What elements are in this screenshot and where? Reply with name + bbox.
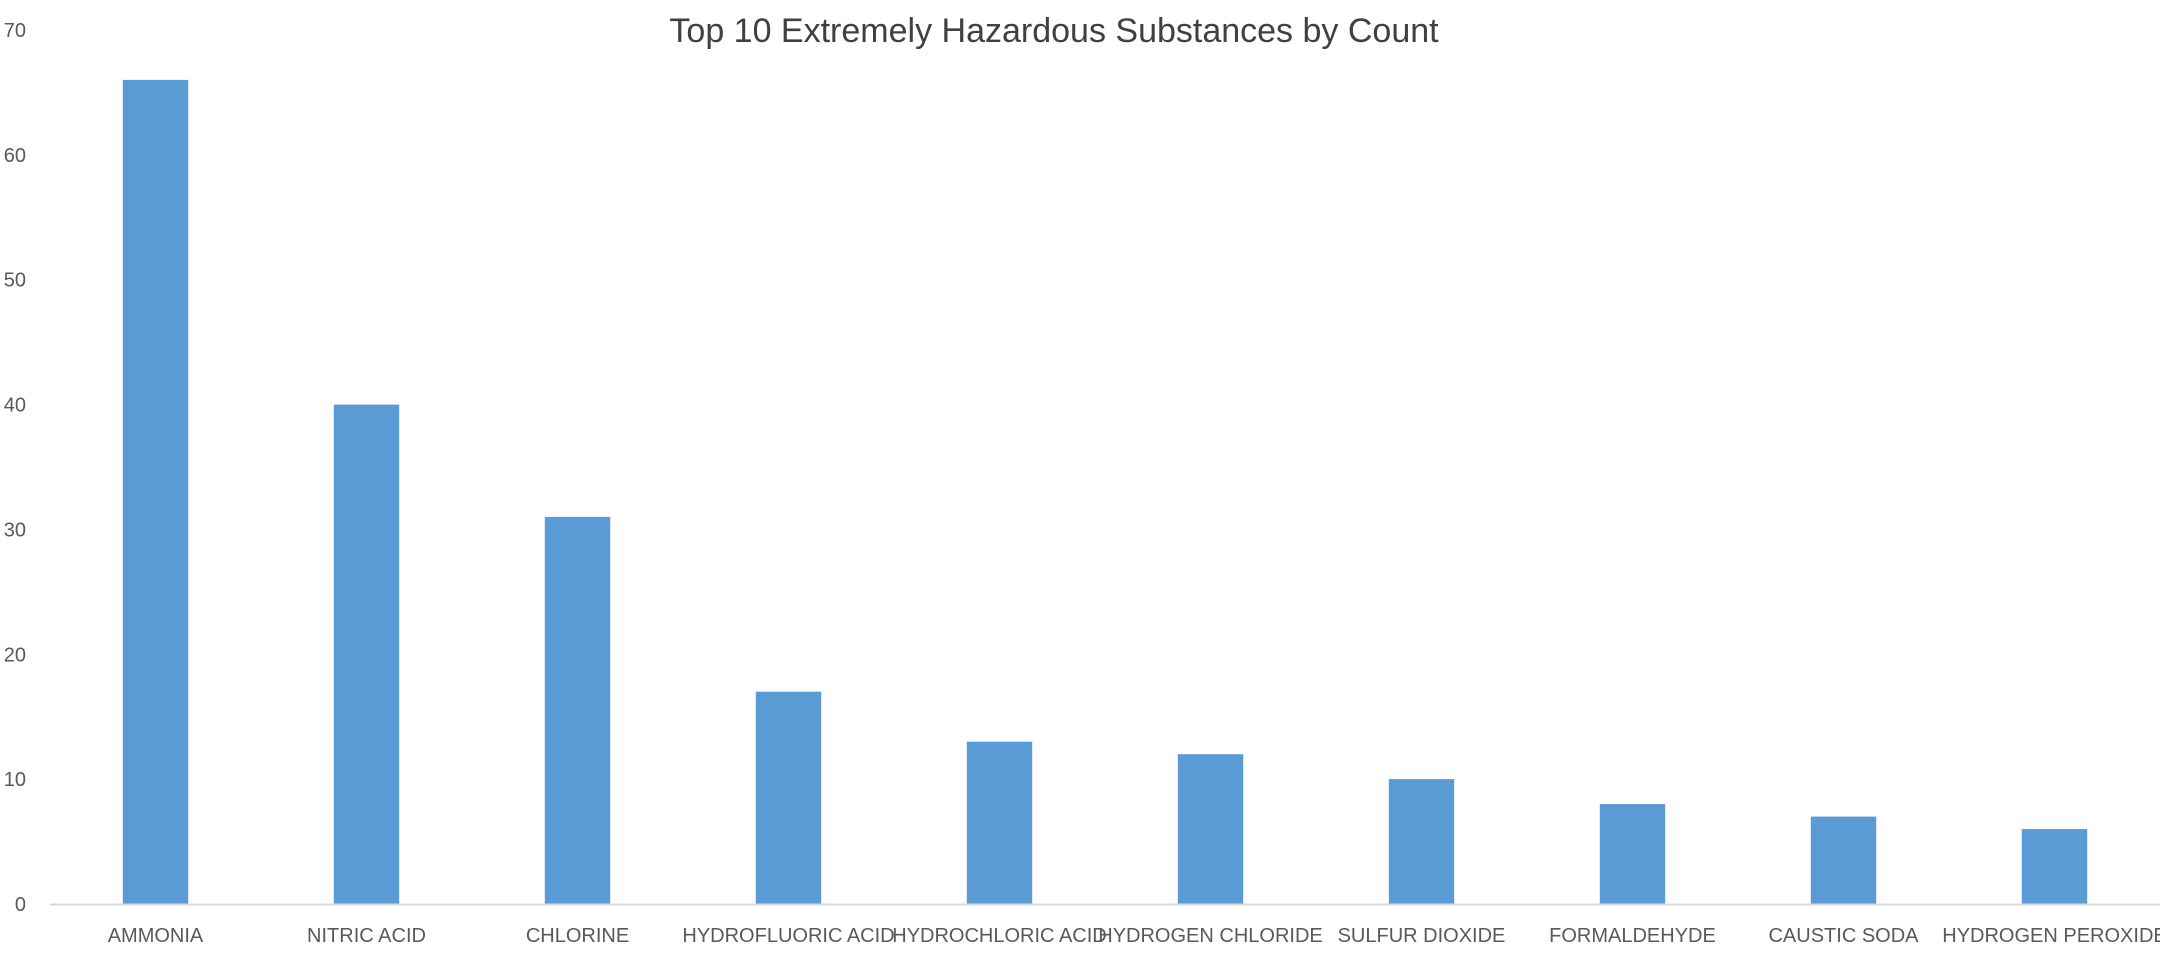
x-tick-label: HYDROGEN CHLORIDE bbox=[1098, 925, 1322, 947]
y-tick-label: 20 bbox=[4, 644, 26, 666]
x-tick-label: FORMALDEHYDE bbox=[1549, 925, 1716, 947]
x-tick-label: CAUSTIC SODA bbox=[1768, 925, 1919, 947]
y-tick-label: 10 bbox=[4, 769, 26, 791]
y-tick-label: 60 bbox=[4, 145, 26, 167]
bar bbox=[1599, 804, 1666, 904]
bar bbox=[1388, 779, 1455, 904]
x-tick-label: AMMONIA bbox=[108, 925, 204, 947]
x-tick-label: HYDROCHLORIC ACID bbox=[892, 925, 1106, 947]
x-axis: AMMONIA NITRIC ACID CHLORINE HYDROFLUORIC A… bbox=[108, 925, 2160, 947]
bar bbox=[966, 741, 1033, 904]
y-axis: 0 10 20 30 40 50 60 70 bbox=[4, 20, 26, 916]
y-tick-label: 30 bbox=[4, 519, 26, 541]
bar bbox=[2021, 829, 2088, 904]
x-tick-label: HYDROFLUORIC ACID bbox=[682, 925, 894, 947]
y-tick-label: 0 bbox=[15, 894, 26, 916]
x-tick-label: SULFUR DIOXIDE bbox=[1338, 925, 1506, 947]
y-tick-label: 40 bbox=[4, 395, 26, 417]
bar bbox=[1810, 816, 1877, 904]
bar bbox=[122, 79, 189, 904]
x-tick-label: HYDROGEN PEROXIDE bbox=[1942, 925, 2160, 947]
chart-title: Top 10 Extremely Hazardous Substances by… bbox=[669, 12, 1439, 50]
bar bbox=[755, 691, 822, 904]
bars bbox=[122, 79, 2088, 904]
bar bbox=[333, 404, 400, 904]
bar bbox=[544, 516, 611, 904]
y-tick-label: 50 bbox=[4, 270, 26, 292]
x-tick-label: CHLORINE bbox=[526, 925, 629, 947]
x-tick-label: NITRIC ACID bbox=[307, 925, 426, 947]
y-tick-label: 70 bbox=[4, 20, 26, 42]
bar bbox=[1177, 754, 1244, 904]
